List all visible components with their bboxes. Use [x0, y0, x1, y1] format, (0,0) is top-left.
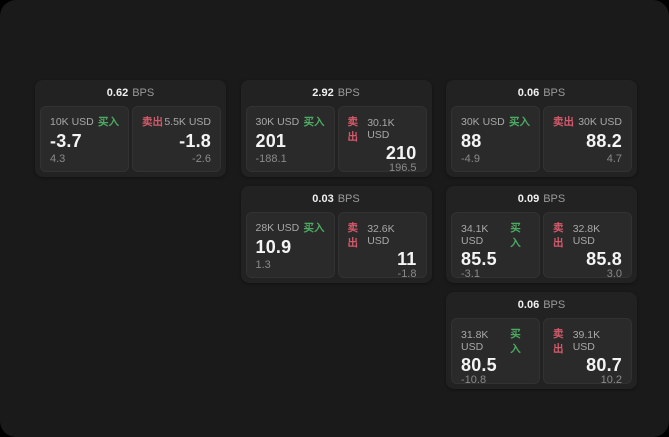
sell-tag: 卖出: [142, 116, 163, 128]
buy-tag: 买入: [303, 116, 325, 128]
buy-quote-pane[interactable]: 34.1K USD 买入 85.5 -3.1: [451, 212, 540, 280]
buy-tag: 买入: [303, 222, 325, 234]
buy-delta: -3.1: [461, 268, 480, 280]
buy-delta: 4.3: [50, 153, 66, 165]
quote-body: 28K USD 买入 10.9 1.3 卖出 32.6K USD 11 -1.8: [245, 212, 427, 280]
spread-header: 2.92 BPS: [246, 80, 427, 106]
buy-size: 30K USD: [461, 115, 505, 128]
sell-size: 32.6K USD: [367, 223, 395, 247]
quote-card: 0.62 BPS 10K USD 买入 -3.7 4.3 卖出 5.5K USD: [35, 80, 226, 177]
buy-delta: -4.9: [461, 153, 480, 165]
sell-price: 85.8: [586, 249, 622, 269]
quote-body: 10K USD 买入 -3.7 4.3 卖出 5.5K USD -1.8 -2.…: [40, 106, 221, 172]
quote-body: 30K USD 买入 201 -188.1 卖出 30.1K USD 210 1…: [245, 106, 427, 174]
buy-price: 80.5: [461, 355, 497, 375]
spread-header: 0.03 BPS: [246, 186, 427, 212]
spread-value: 0.62: [106, 87, 129, 99]
spread-header: 0.06 BPS: [451, 292, 632, 318]
sell-tag: 卖出: [553, 328, 564, 355]
sell-quote-pane[interactable]: 卖出 39.1K USD 80.7 10.2: [543, 318, 632, 386]
buy-price: -3.7: [50, 131, 82, 151]
sell-price: 210: [385, 143, 417, 163]
quote-body: 30K USD 买入 88 -4.9 卖出 30K USD 88.2 4.7: [451, 106, 632, 172]
sell-size: 30.1K USD: [367, 117, 395, 141]
quote-card: 0.03 BPS 28K USD 买入 10.9 1.3 卖出 32.6K US…: [240, 186, 432, 283]
buy-price: 201: [255, 131, 287, 151]
spread-unit: BPS: [337, 193, 360, 205]
sell-delta: 10.2: [600, 374, 622, 386]
sell-tag: 卖出: [553, 116, 574, 128]
spread-value: 2.92: [312, 87, 334, 99]
sell-quote-pane[interactable]: 卖出 30.1K USD 210 196.5: [337, 106, 427, 174]
buy-quote-pane[interactable]: 30K USD 买入 88 -4.9: [451, 106, 540, 172]
spread-value: 0.09: [517, 193, 540, 205]
spread-value: 0.06: [517, 299, 540, 311]
sell-size: 5.5K USD: [164, 115, 211, 128]
buy-tag: 买入: [98, 116, 119, 128]
sell-price: 80.7: [586, 355, 622, 375]
sell-tag: 卖出: [347, 116, 359, 143]
buy-delta: -10.8: [461, 374, 487, 386]
sell-quote-pane[interactable]: 卖出 32.6K USD 11 -1.8: [337, 212, 427, 280]
buy-tag: 买入: [510, 222, 521, 249]
buy-size: 34.1K USD: [461, 223, 489, 247]
quote-body: 34.1K USD 买入 85.5 -3.1 卖出 32.8K USD 85.8…: [451, 212, 632, 280]
sell-tag: 卖出: [553, 222, 564, 249]
sell-tag: 卖出: [347, 222, 359, 249]
spread-value: 0.06: [517, 87, 540, 99]
buy-quote-pane[interactable]: 10K USD 买入 -3.7 4.3: [40, 106, 129, 172]
spread-header: 0.62 BPS: [40, 80, 221, 106]
buy-quote-pane[interactable]: 31.8K USD 买入 80.5 -10.8: [451, 318, 540, 386]
buy-tag: 买入: [509, 116, 530, 128]
spread-unit: BPS: [543, 193, 566, 205]
sell-delta: 3.0: [606, 268, 622, 280]
sell-delta: 196.5: [388, 162, 417, 174]
sell-price: -1.8: [179, 131, 211, 151]
sell-delta: 4.7: [606, 153, 622, 165]
spread-header: 0.09 BPS: [451, 186, 632, 212]
spread-unit: BPS: [543, 299, 566, 311]
buy-quote-pane[interactable]: 30K USD 买入 201 -188.1: [245, 106, 335, 172]
quote-body: 31.8K USD 买入 80.5 -10.8 卖出 39.1K USD 80.…: [451, 318, 632, 386]
sell-delta: -1.8: [397, 268, 417, 280]
buy-price: 10.9: [255, 237, 292, 257]
sell-size: 39.1K USD: [572, 329, 601, 353]
buy-size: 28K USD: [255, 221, 300, 234]
sell-quote-pane[interactable]: 卖出 30K USD 88.2 4.7: [543, 106, 632, 172]
sell-quote-pane[interactable]: 卖出 5.5K USD -1.8 -2.6: [132, 106, 221, 172]
spread-unit: BPS: [132, 87, 155, 99]
buy-size: 10K USD: [50, 115, 94, 128]
sell-size: 30K USD: [578, 115, 622, 128]
buy-size: 30K USD: [255, 115, 300, 128]
buy-price: 88: [461, 131, 482, 151]
buy-size: 31.8K USD: [461, 329, 489, 353]
quote-card: 0.06 BPS 31.8K USD 买入 80.5 -10.8 卖出 39.1…: [446, 292, 637, 389]
spread-value: 0.03: [312, 193, 334, 205]
sell-size: 32.8K USD: [572, 223, 601, 247]
sell-price: 11: [397, 249, 417, 269]
buy-price: 85.5: [461, 249, 497, 269]
spread-header: 0.06 BPS: [451, 80, 632, 106]
spread-unit: BPS: [543, 87, 566, 99]
buy-quote-pane[interactable]: 28K USD 买入 10.9 1.3: [245, 212, 335, 278]
quote-card: 0.06 BPS 30K USD 买入 88 -4.9 卖出 30K USD: [446, 80, 637, 177]
buy-delta: 1.3: [255, 259, 271, 271]
spread-unit: BPS: [337, 87, 360, 99]
sell-quote-pane[interactable]: 卖出 32.8K USD 85.8 3.0: [543, 212, 632, 280]
quote-card-grid: 0.62 BPS 10K USD 买入 -3.7 4.3 卖出 5.5K USD: [35, 80, 637, 389]
buy-delta: -188.1: [255, 153, 287, 165]
sell-delta: -2.6: [192, 153, 211, 165]
quote-card: 0.09 BPS 34.1K USD 买入 85.5 -3.1 卖出 32.8K…: [446, 186, 637, 283]
buy-tag: 买入: [510, 328, 521, 355]
sell-price: 88.2: [586, 131, 622, 151]
quote-card: 2.92 BPS 30K USD 买入 201 -188.1 卖出 30.1K …: [240, 80, 432, 177]
